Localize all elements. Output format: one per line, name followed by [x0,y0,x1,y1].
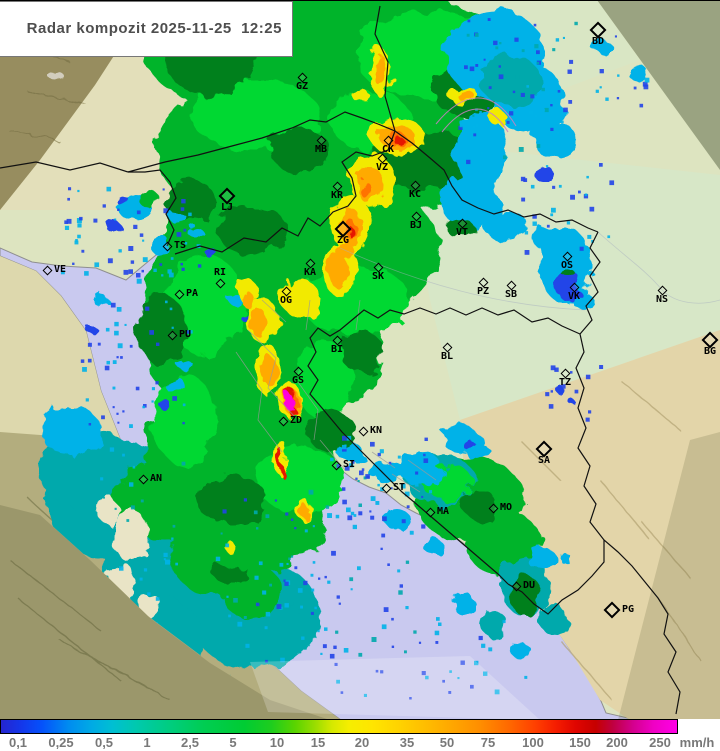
scale-tick-15: 15 [310,735,326,750]
river-lines [339,231,720,311]
intensity-scale-unit: mm/h [679,735,715,750]
scale-tick-150: 150 [569,735,591,750]
image-top-border [0,0,720,1]
map-svg [0,0,720,719]
scale-tick-5: 5 [229,735,237,750]
scale-tick-10: 10 [269,735,285,750]
radar-speckle-layer [60,16,665,705]
radar-map-canvas [0,0,720,719]
title-box: Radar kompozit 2025-11-25 12:25 [0,1,293,57]
page-title: Radar kompozit 2025-11-25 12:25 [26,20,282,37]
scale-tick-250: 250 [649,735,671,750]
scale-tick-1: 1 [143,735,151,750]
scale-tick-200: 200 [606,735,628,750]
country-borders [0,5,681,715]
scale-tick-0,1: 0,1 [8,735,28,750]
scale-tick-75: 75 [480,735,496,750]
scale-tick-0,5: 0,5 [94,735,114,750]
scale-tick-35: 35 [399,735,415,750]
scale-tick-50: 50 [439,735,455,750]
radar-echo-layer [40,0,650,685]
intensity-scale-bar [0,719,678,734]
scale-tick-0,25: 0,25 [48,735,74,750]
range-ring-arcs [435,97,517,133]
intensity-scale: 0,1 0,25 0,5 1 2,5 5 10 15 20 35 50 75 100 150 200 250 … [0,719,720,751]
scale-tick-100: 100 [522,735,544,750]
border-layer [0,5,720,715]
scale-tick-2,5: 2,5 [180,735,200,750]
scale-tick-20: 20 [354,735,370,750]
